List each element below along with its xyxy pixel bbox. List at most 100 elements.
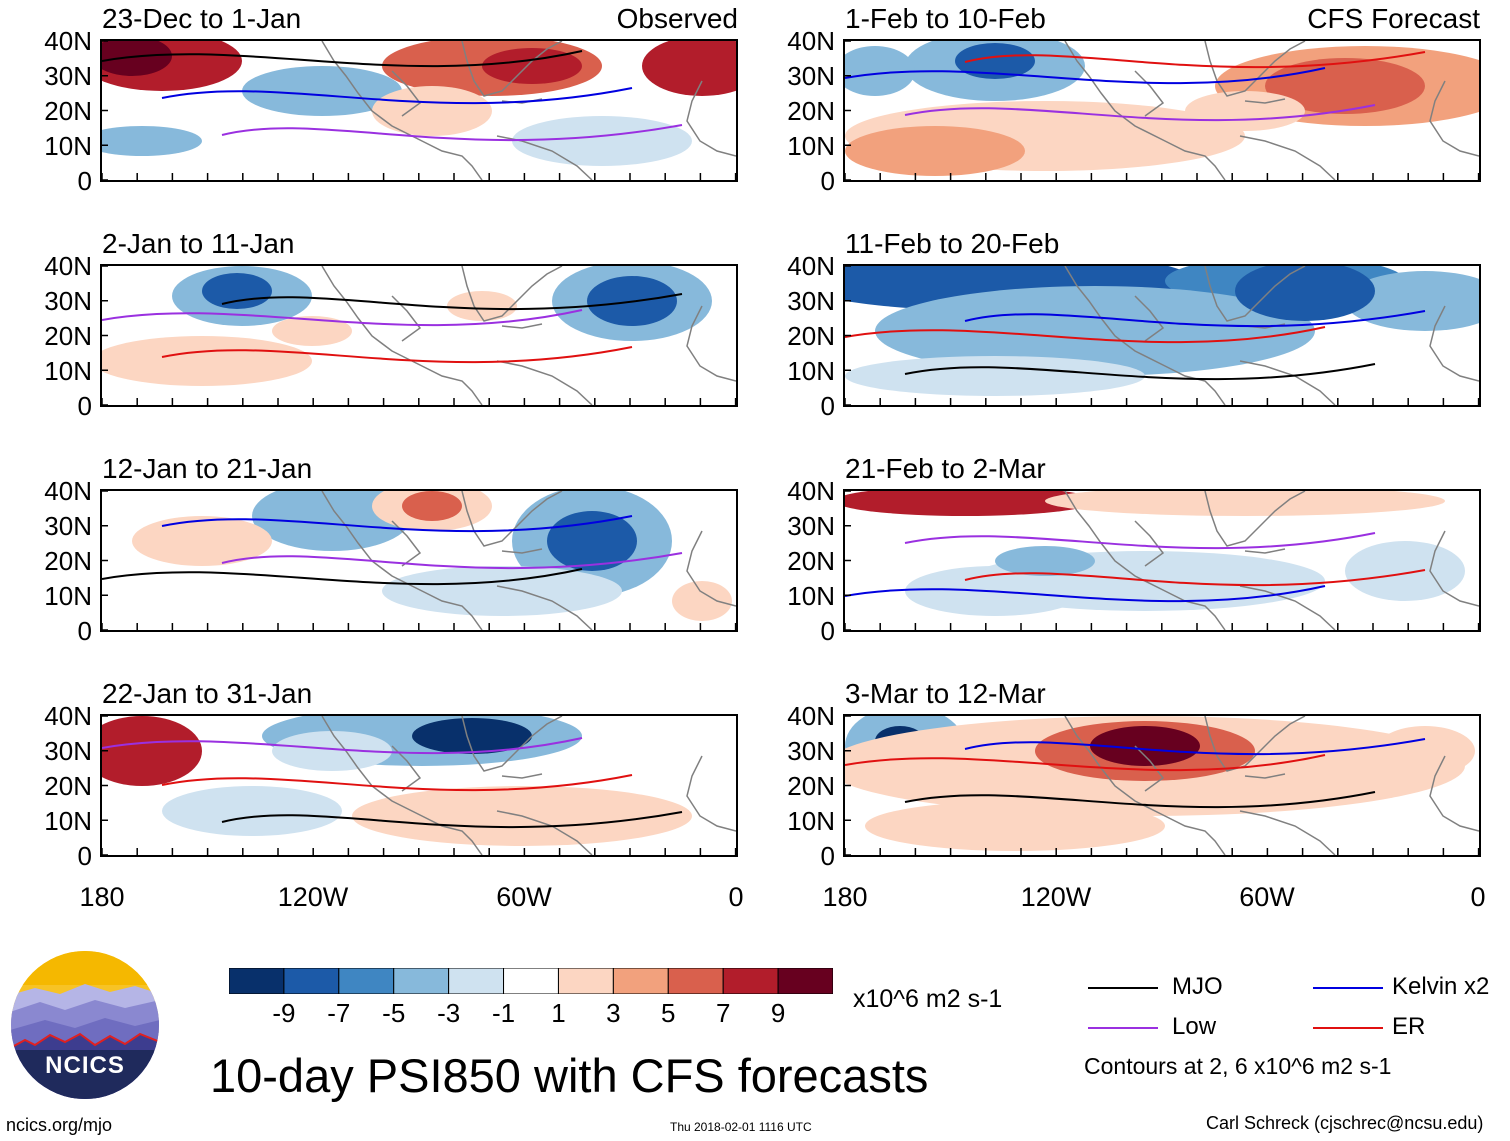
map-panel — [100, 714, 738, 857]
lat-tick-label: 30N — [44, 736, 92, 766]
colorbar-bin — [777, 967, 834, 995]
colorbar-bin — [722, 967, 779, 995]
contour-line — [102, 568, 583, 586]
contour-line — [845, 326, 1326, 344]
lat-tick-label: 30N — [44, 511, 92, 541]
panel-title: 1-Feb to 10-Feb — [845, 3, 1046, 34]
colorbar-bin — [667, 967, 724, 995]
lon-tick-label: 60W — [1239, 882, 1295, 912]
legend-line-er — [1313, 1027, 1383, 1029]
legend-label-kelvin: Kelvin x2 — [1392, 973, 1490, 1000]
colorbar-bin — [338, 967, 395, 995]
anomaly-region — [1345, 271, 1479, 331]
coastline — [1064, 41, 1479, 180]
lon-tick-label: 0 — [728, 882, 744, 912]
colorbar-tick-label: 5 — [661, 998, 676, 1028]
anomaly-region — [1090, 726, 1200, 766]
lat-tick-label: 0 — [820, 616, 835, 646]
legend-line-mjo — [1088, 987, 1158, 989]
lat-tick-label: 20N — [787, 321, 835, 351]
lat-tick-label: 20N — [44, 546, 92, 576]
lat-tick-label: 10N — [787, 581, 835, 611]
axis-ticks — [102, 491, 736, 630]
contour-line — [161, 87, 633, 105]
map-panel — [100, 39, 738, 182]
colorbar-bin — [283, 967, 340, 995]
anomaly-region — [447, 291, 517, 321]
anomaly-region — [102, 126, 202, 156]
lat-tick-label: 0 — [820, 841, 835, 871]
lat-tick-label: 20N — [787, 771, 835, 801]
lat-tick-label: 10N — [44, 356, 92, 386]
lon-tick-label: 180 — [822, 882, 868, 912]
lat-tick-label: 30N — [787, 511, 835, 541]
anomaly-region — [512, 116, 692, 166]
lat-tick-label: 0 — [820, 391, 835, 421]
panel-tag: Observed — [616, 3, 738, 34]
panel-title: 21-Feb to 2-Mar — [845, 453, 1046, 484]
contour-line — [904, 363, 1376, 381]
panel-title: 12-Jan to 21-Jan — [102, 453, 313, 484]
contour-line — [221, 293, 683, 311]
colorbar-tick-label: 1 — [551, 998, 566, 1028]
contour-line — [102, 309, 583, 327]
contour-line — [964, 310, 1426, 328]
colorbar-bin — [503, 967, 559, 995]
contour-line — [102, 737, 583, 755]
colorbar-tick-label: 9 — [770, 998, 786, 1028]
lat-tick-label: 10N — [44, 131, 92, 161]
logo-text: NCICS — [45, 1052, 125, 1079]
anomaly-region — [102, 716, 202, 786]
lat-tick-label: 30N — [44, 286, 92, 316]
lon-tick-label: 180 — [79, 882, 125, 912]
lat-tick-label: 30N — [787, 736, 835, 766]
anomaly-region — [402, 491, 462, 521]
colorbar-tick-label: -7 — [327, 998, 351, 1028]
axis-ticks — [845, 266, 1479, 405]
anomaly-region — [995, 546, 1095, 576]
anomaly-region — [1045, 491, 1445, 516]
lat-tick-label: 40N — [787, 701, 835, 731]
coastline — [1064, 491, 1479, 630]
contour-line — [904, 104, 1376, 122]
anomaly-region — [132, 516, 272, 566]
anomaly-region — [382, 566, 622, 616]
ncics-logo: NCICS — [10, 950, 160, 1100]
lon-tick-label: 120W — [1020, 882, 1092, 912]
colorbar-bin — [393, 967, 450, 995]
anomaly-region — [955, 43, 1035, 79]
anomaly-region — [672, 581, 732, 621]
contour-line — [845, 754, 1326, 772]
legend-line-kelvin — [1313, 987, 1383, 989]
anomaly-region — [272, 731, 392, 771]
lat-tick-label: 10N — [787, 131, 835, 161]
colorbar-tick-label: 3 — [606, 998, 621, 1028]
coastline — [321, 716, 736, 855]
website-link[interactable]: ncics.org/mjo — [6, 1115, 113, 1135]
axis-ticks — [845, 491, 1479, 630]
lon-tick-label: 0 — [1470, 882, 1486, 912]
contour-line — [964, 738, 1426, 756]
contour-line — [221, 124, 683, 142]
lat-tick-label: 40N — [44, 476, 92, 506]
contour-note: Contours at 2, 6 x10^6 m2 s-1 — [1084, 1053, 1392, 1079]
axis-ticks — [845, 716, 1479, 855]
contour-line — [845, 67, 1326, 85]
map-panel — [843, 714, 1481, 857]
lon-tick-label: 60W — [496, 882, 552, 912]
lat-tick-label: 20N — [787, 96, 835, 126]
panel-title: 23-Dec to 1-Jan — [102, 3, 302, 34]
timestamp: Thu 2018-02-01 1116 UTC — [670, 1120, 812, 1134]
lat-tick-label: 0 — [77, 391, 92, 421]
lat-tick-label: 40N — [787, 476, 835, 506]
colorbar-tick-label: -1 — [491, 998, 516, 1028]
lat-tick-label: 20N — [44, 771, 92, 801]
axis-ticks — [102, 266, 736, 405]
anomaly-region — [642, 41, 736, 96]
lat-tick-label: 10N — [44, 806, 92, 836]
anomaly-region — [372, 86, 492, 136]
lat-tick-label: 0 — [77, 616, 92, 646]
contour-line — [845, 585, 1326, 603]
axis-ticks — [102, 41, 736, 180]
contour-line — [904, 791, 1376, 809]
